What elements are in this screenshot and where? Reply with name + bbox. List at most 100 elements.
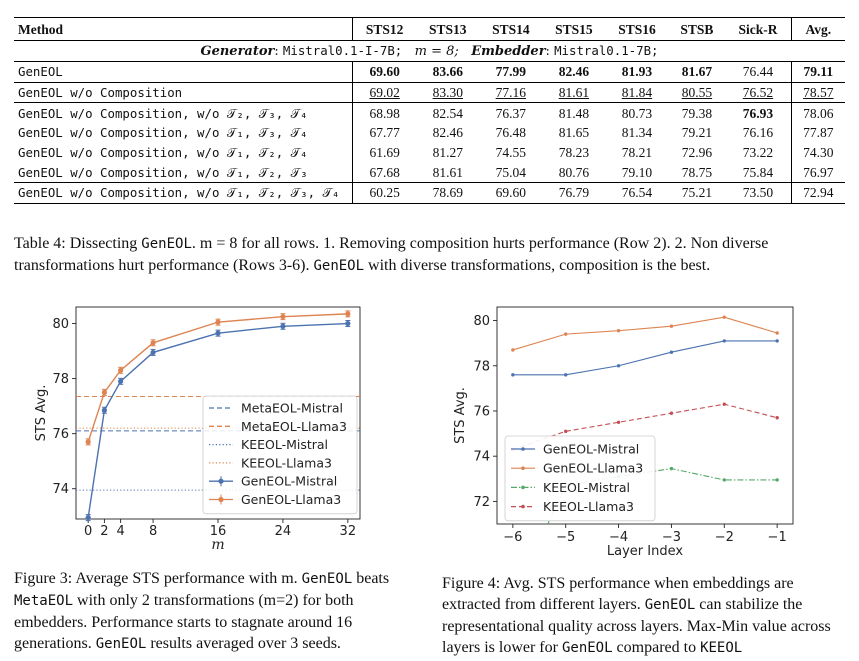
method-cell: GenEOL w/o Composition, w/o 𝒯₁, 𝒯₂, 𝒯₄ (14, 142, 353, 163)
data-point (150, 340, 156, 346)
y-axis-label: STS Avg. (34, 385, 49, 442)
data-point (511, 348, 515, 352)
value-cell: 72.94 (803, 185, 834, 201)
value-cell: 74.30 (803, 145, 834, 161)
generator-value: Mistral0.1-I-7B; (282, 43, 403, 58)
y-tick-label: 78 (52, 372, 69, 387)
value-cell: 75.84 (725, 162, 792, 183)
data-point (722, 402, 726, 406)
value-cell: 73.50 (725, 182, 792, 204)
value-cell: 76.37 (495, 105, 527, 121)
x-axis-label: m (211, 537, 224, 553)
table-row: GenEOL 69.60 83.66 77.99 82.46 81.93 81.67 76.4… (14, 61, 845, 83)
value-cell: 76.48 (495, 125, 527, 141)
x-tick-label: −5 (556, 530, 575, 545)
legend-box (202, 395, 358, 515)
value-cell: 81.67 (681, 64, 713, 80)
data-point (722, 315, 726, 319)
value-cell: 67.68 (369, 164, 400, 180)
legend-label: KEEOL-Mistral (543, 480, 630, 495)
legend-label: MetaEOL-Mistral (241, 401, 343, 416)
col-header-sts12: STS12 (365, 21, 404, 37)
data-point (775, 339, 779, 343)
legend-marker (521, 485, 525, 490)
value-cell: 83.30 (432, 85, 463, 101)
table-row: GenEOL w/o Composition 69.02 83.30 77.16 81.… (14, 82, 845, 103)
results-table: Method STS12 STS13 STS14 STS15 STS16 STS… (14, 17, 845, 204)
table-caption-geneol: GenEOL (141, 236, 192, 252)
col-header-avg: Avg. (805, 21, 832, 37)
table-caption-geneol-2: GenEOL (313, 258, 365, 274)
value-cell: 69.02 (369, 85, 400, 101)
col-header-stsb: STSB (680, 21, 714, 37)
data-point (564, 332, 568, 336)
table-caption-tail: with diverse transformations, compositio… (364, 257, 711, 274)
col-header-sts13: STS13 (429, 21, 467, 37)
value-cell: 79.10 (621, 164, 653, 180)
method-cell: GenEOL w/o Composition, w/o 𝒯₁, 𝒯₂, 𝒯₃ (14, 162, 353, 183)
x-tick-label: 0 (84, 524, 92, 539)
data-point (215, 319, 221, 325)
fig4-caption-keeol: KEEOL (700, 640, 743, 656)
generator-label: Generator (200, 44, 275, 59)
data-point (564, 429, 568, 434)
fig4-caption-part3: compared to (612, 639, 701, 656)
data-point (280, 314, 286, 320)
value-cell: 82.46 (432, 125, 463, 141)
fig4-caption-part1: Figure 4: Avg. STS performance when embe… (442, 575, 794, 613)
value-cell: 78.21 (621, 145, 653, 161)
value-cell: 69.60 (369, 64, 400, 80)
legend-label: KEEOL-Llama3 (543, 499, 634, 514)
data-point (775, 416, 779, 420)
data-point (616, 329, 621, 333)
fig4-caption-geneol-2: GenEOL (561, 640, 613, 656)
x-tick-label: 16 (210, 524, 227, 539)
value-cell: 75.21 (681, 185, 713, 201)
data-point (616, 364, 621, 368)
method-cell: GenEOL w/o Composition, w/o 𝒯₁, 𝒯₃, 𝒯₄ (14, 123, 353, 143)
fig4-caption-part2: can stabilize the representational quali… (442, 596, 831, 656)
value-cell: 79.38 (681, 105, 713, 121)
value-cell: 76.79 (558, 185, 590, 201)
col-header-sickr: Sick-R (725, 17, 792, 41)
data-point (669, 411, 674, 415)
data-point (669, 350, 674, 354)
value-cell: 73.22 (725, 142, 792, 163)
data-point (101, 389, 107, 395)
fig3-caption-geneol: GenEOL (301, 571, 353, 587)
x-tick-label: 24 (275, 524, 292, 539)
data-point (722, 478, 726, 482)
y-tick-label: 76 (473, 404, 490, 419)
value-cell: 81.65 (558, 125, 590, 141)
data-point (150, 349, 156, 356)
value-cell: 78.06 (803, 105, 834, 121)
x-tick-label: 2 (100, 524, 108, 539)
x-tick-label: −1 (768, 530, 787, 545)
value-cell: 76.44 (725, 61, 792, 83)
y-axis-label: STS Avg. (453, 387, 468, 444)
data-point (669, 324, 674, 328)
value-cell: 81.93 (621, 64, 653, 80)
method-cell: GenEOL w/o Composition (14, 82, 353, 103)
y-tick-label: 78 (473, 359, 490, 374)
value-cell: 78.23 (558, 145, 590, 161)
value-cell: 81.61 (432, 164, 463, 180)
value-cell: 81.48 (558, 105, 590, 121)
col-header-sts15: STS15 (555, 21, 593, 37)
value-cell: 80.55 (681, 85, 713, 101)
y-tick-label: 80 (52, 317, 69, 332)
table-caption: Table 4: Dissecting GenEOL. m = 8 for al… (14, 233, 846, 275)
data-point (85, 439, 91, 445)
x-tick-label: 32 (340, 524, 357, 539)
method-cell: GenEOL (14, 61, 353, 83)
legend-label: GenEOL-Mistral (543, 442, 639, 457)
method-cell: GenEOL w/o Composition, w/o 𝒯₁, 𝒯₂, 𝒯₃, … (14, 182, 353, 204)
x-tick-label: −2 (715, 530, 734, 545)
embedder-value: Mistral0.1-7B; (554, 43, 659, 58)
value-cell: 72.96 (681, 145, 713, 161)
fig3-caption-part1: Figure 3: Average STS performance with m… (14, 570, 302, 587)
config-cell: Generator: Mistral0.1-I-7B; m = 8; Embed… (200, 43, 659, 59)
value-cell: 67.77 (369, 125, 400, 141)
table-row: GenEOL w/o Composition, w/o 𝒯₂, 𝒯₃, 𝒯₄ 68… (14, 102, 845, 124)
